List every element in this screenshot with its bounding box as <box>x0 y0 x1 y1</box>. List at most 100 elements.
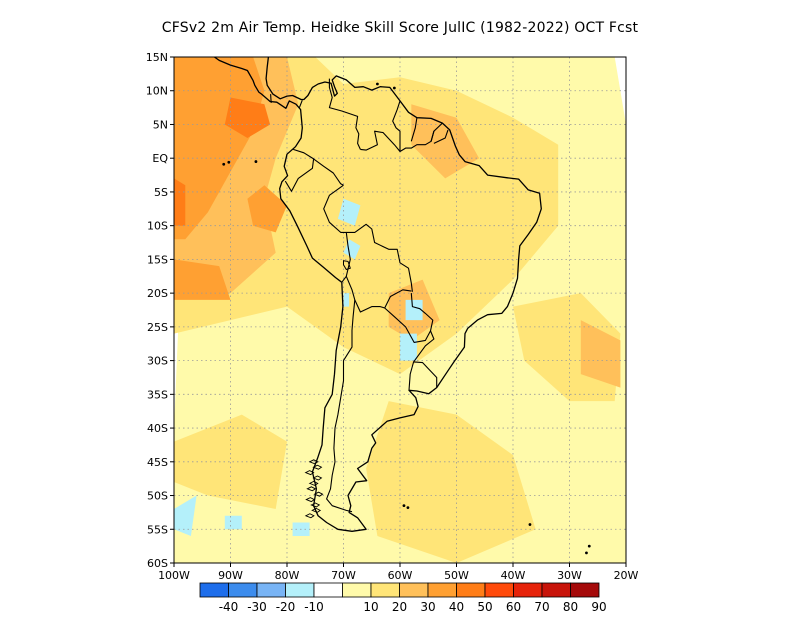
lat-label: 25S <box>147 321 168 334</box>
skill-region-3 <box>366 401 536 563</box>
island-7 <box>376 82 379 86</box>
colorbar-label: -40 <box>219 600 239 614</box>
colorbar-labels: -40 -30 -20 -10 10 20 30 40 50 60 70 80 90 <box>219 600 607 614</box>
colorbar-swatch-0 <box>199 582 229 598</box>
country-border-2 <box>328 78 361 150</box>
skill-region-12 <box>224 97 271 138</box>
colorbar-swatch-5 <box>342 582 372 598</box>
map-plot-area <box>174 57 626 563</box>
colorbar-label: 60 <box>506 600 521 614</box>
lon-label: 90W <box>218 569 243 582</box>
lat-label: 60S <box>147 557 168 570</box>
island-8 <box>585 551 588 555</box>
skill-region-7 <box>580 320 621 388</box>
colorbar-swatch-2 <box>256 582 286 598</box>
country-border-3 <box>293 148 344 186</box>
skill-region-17 <box>337 198 361 226</box>
skill-region-21 <box>343 293 350 307</box>
axis-ticks <box>170 56 627 567</box>
lat-label: 5N <box>153 118 168 131</box>
country-border-7 <box>345 276 412 313</box>
archipelago-mark <box>304 513 315 519</box>
country-border-15 <box>430 122 443 142</box>
skill-region-20 <box>400 333 417 361</box>
archipelago-mark <box>304 470 315 476</box>
country-border-16 <box>433 129 449 144</box>
archipelago-mark <box>313 491 324 497</box>
colorbar-swatch-1 <box>228 582 258 598</box>
country-border-4 <box>284 158 315 192</box>
skill-region-19 <box>405 299 423 321</box>
country-border-11 <box>408 361 415 391</box>
colorbar-label: 40 <box>449 600 464 614</box>
colorbar-swatch-13 <box>570 582 600 598</box>
lat-label: 55S <box>147 523 168 536</box>
skill-region-11 <box>247 185 287 233</box>
country-outlines <box>213 57 591 555</box>
lat-label: 15N <box>146 51 168 64</box>
colorbar-label: 20 <box>392 600 407 614</box>
lat-label: 5S <box>154 186 168 199</box>
island-6 <box>392 86 396 90</box>
lon-label: 60W <box>388 569 413 582</box>
lon-label: 50W <box>444 569 469 582</box>
island-5 <box>528 523 532 526</box>
lon-label: 70W <box>331 569 356 582</box>
island-2 <box>222 162 226 166</box>
archipelago-mark <box>311 507 322 513</box>
lat-label: 15S <box>147 253 168 266</box>
colorbar-label: 90 <box>591 600 606 614</box>
colorbar-swatch-10 <box>484 582 514 598</box>
colorbar <box>199 582 600 598</box>
lat-label: EQ <box>152 152 168 165</box>
lon-label: 100W <box>158 569 190 582</box>
map-title: CFSv2 2m Air Temp. Heidke Skill Score Ju… <box>161 20 639 36</box>
colorbar-swatch-4 <box>313 582 343 598</box>
colorbar-label: -20 <box>276 600 296 614</box>
colorbar-swatch-11 <box>513 582 543 598</box>
lon-label: 20W <box>614 569 639 582</box>
skill-region-13 <box>174 178 186 226</box>
skill-region-6 <box>411 104 480 179</box>
colorbar-swatch-12 <box>541 582 571 598</box>
colorbar-swatch-7 <box>399 582 429 598</box>
colorbar-swatch-9 <box>456 582 486 598</box>
island-9 <box>587 544 591 548</box>
island-4 <box>406 506 410 510</box>
colorbar-label: -30 <box>247 600 267 614</box>
lat-label: 20S <box>147 287 168 300</box>
country-border-5 <box>323 184 351 283</box>
archipelago-mark <box>310 502 321 508</box>
country-border-14 <box>410 117 418 142</box>
colorbar-label: 70 <box>534 600 549 614</box>
lake-0 <box>343 260 351 271</box>
island-3 <box>402 504 406 508</box>
colorbar-label: 80 <box>563 600 578 614</box>
colorbar-swatch-6 <box>370 582 400 598</box>
archipelago-mark <box>308 459 319 465</box>
latitude-labels: 15N 10N 5N EQ 5S 10S 15S 20S 25S 30S 35S 40S 45S 50S 5… <box>146 51 169 570</box>
coastline <box>213 57 542 532</box>
colorbar-label: 10 <box>363 600 378 614</box>
lat-label: 50S <box>147 490 168 503</box>
island-0 <box>254 160 258 163</box>
archipelago-mark <box>306 486 317 492</box>
archipelago-mark <box>312 464 323 470</box>
lon-label: 40W <box>501 569 526 582</box>
lat-label: 40S <box>147 422 168 435</box>
country-border-8 <box>326 299 356 513</box>
country-border-1 <box>298 99 303 108</box>
colorbar-label: 50 <box>477 600 492 614</box>
gridlines <box>174 57 626 563</box>
lat-label: 45S <box>147 456 168 469</box>
lon-label: 30W <box>557 569 582 582</box>
skill-region-4 <box>174 414 287 509</box>
lat-label: 35S <box>147 388 168 401</box>
skill-region-14 <box>174 495 197 536</box>
lat-label: 10S <box>147 220 168 233</box>
country-border-6 <box>346 223 413 292</box>
country-border-13 <box>392 100 401 152</box>
lon-label: 80W <box>275 569 300 582</box>
archipelago-mark <box>308 480 319 486</box>
